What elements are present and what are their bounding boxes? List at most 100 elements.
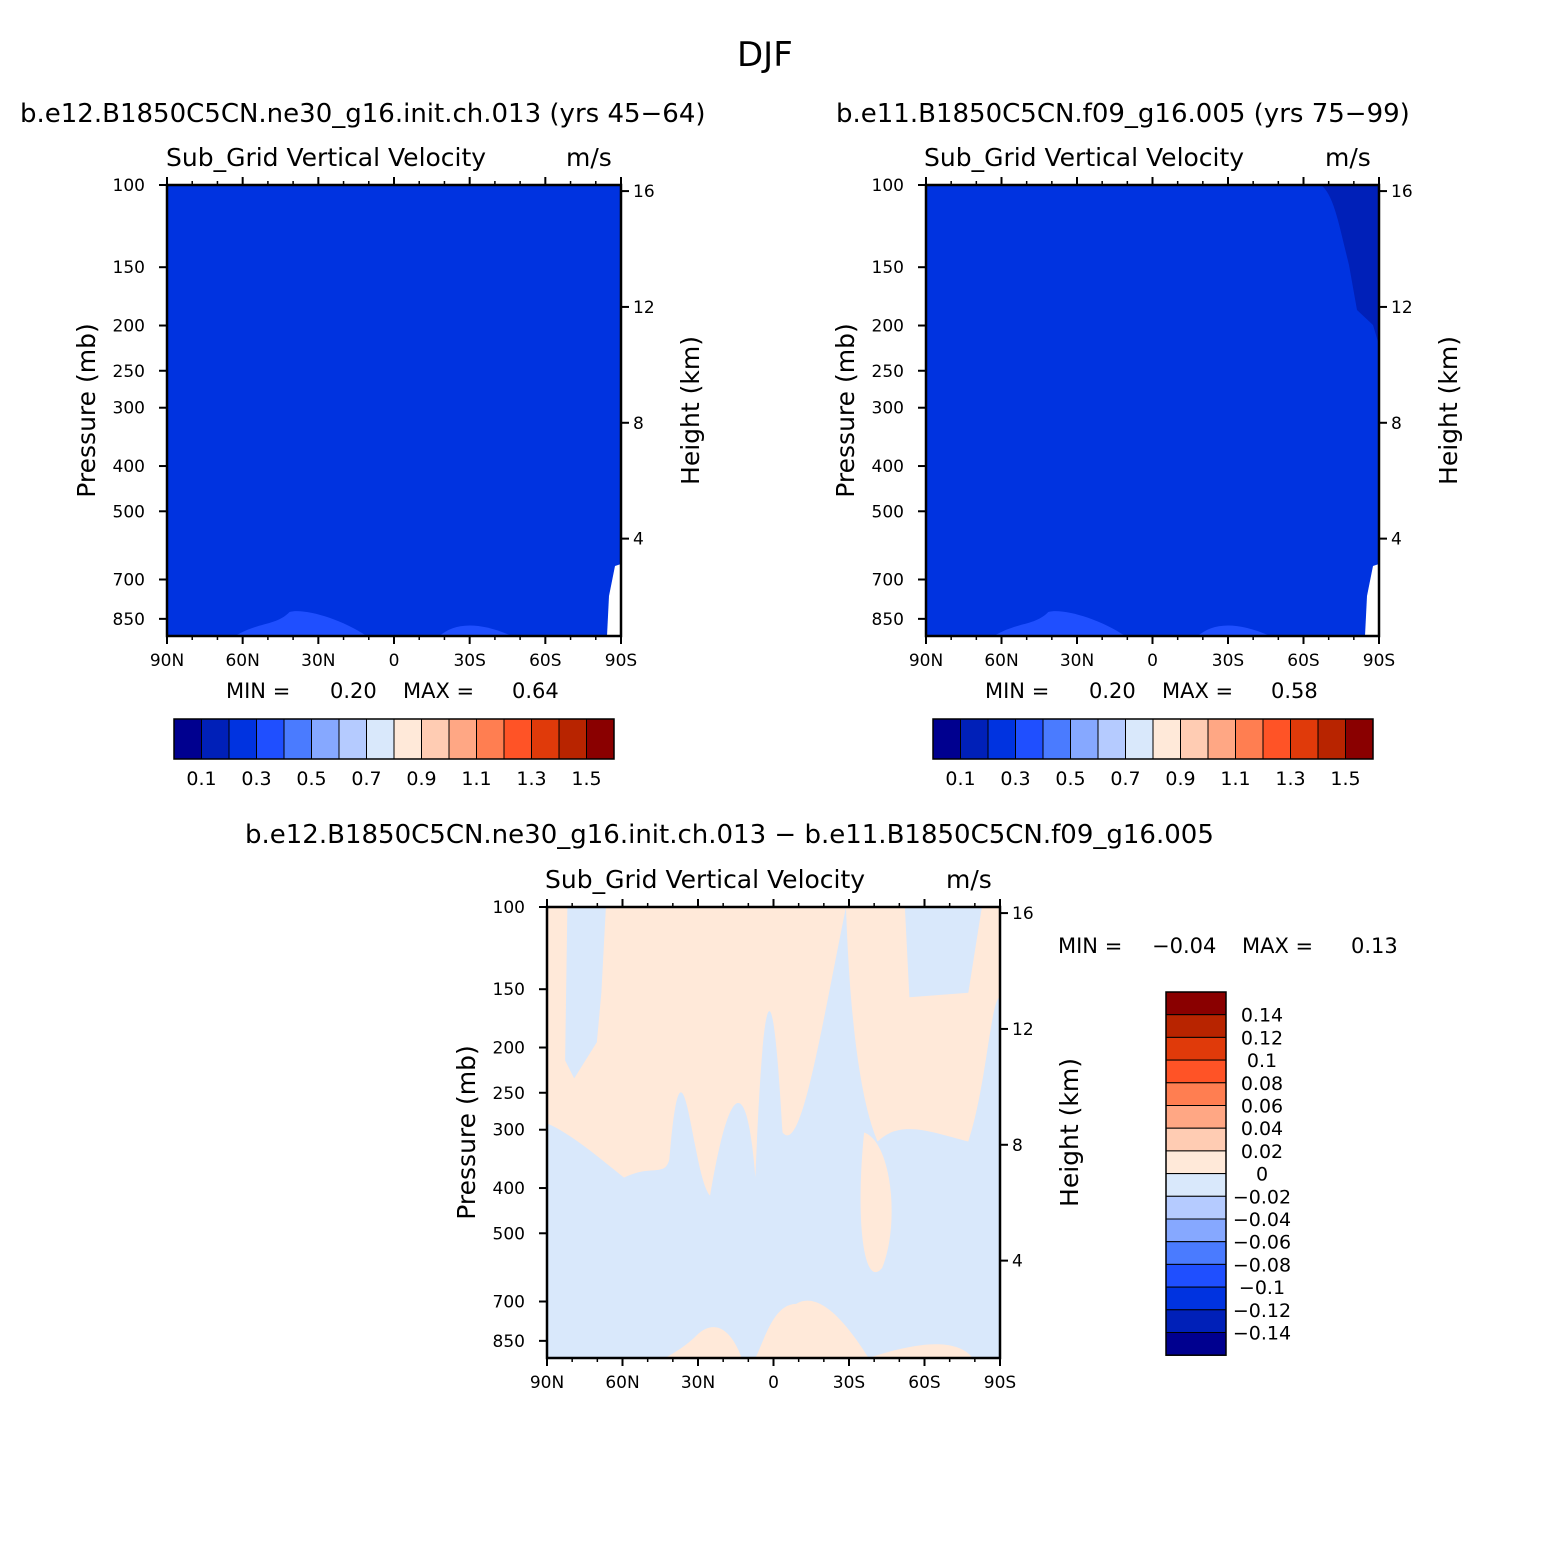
y2-axis-title: Height (km) [1434,336,1463,485]
x-tick-label: 90N [909,651,943,671]
y-tick-label: 250 [113,362,145,382]
y-tick-label: 200 [113,317,145,337]
y2-tick-label: 12 [1391,298,1413,318]
colorbar3-label: 0.04 [1241,1118,1283,1140]
y-tick-label: 200 [493,1039,525,1059]
colorbar3-frame [1165,991,1227,1356]
colorbar3-label: 0 [1256,1164,1268,1186]
colorbar2-swatch [1015,718,1044,760]
colorbar3-swatch [1165,1059,1227,1084]
y-axis-title: Pressure (mb) [831,323,860,497]
contour-fill-0.3-0.4 [1197,625,1271,636]
colorbar3-swatch [1165,1014,1227,1038]
colorbar1-swatch [503,718,532,760]
x-tick-label: 60S [1287,651,1319,671]
x-tick-label: 60N [225,651,259,671]
colorbar2-swatch [1235,718,1264,760]
x-tick-label: 60S [529,651,561,671]
colorbar1-label: 0.7 [351,768,381,790]
panel1-max-label: MAX = [403,679,475,703]
colorbar3-label: 0.02 [1241,1141,1283,1163]
colorbar2-swatch [960,718,989,760]
colorbar1-swatch [283,718,312,760]
colorbar2-swatch [1042,718,1071,760]
colorbar2-swatch [1207,718,1236,760]
x-tick-label: 60N [605,1373,639,1393]
y-tick-label: 850 [872,610,904,630]
y-tick-label: 150 [493,980,525,1000]
y-tick-label: 700 [113,570,145,590]
y-tick-label: 150 [872,258,904,278]
panel2-max-label: MAX = [1162,679,1234,703]
colorbar1-swatch [531,718,560,760]
y2-tick-label: 16 [1391,182,1413,202]
y-tick-label: 500 [872,502,904,522]
y2-tick-label: 4 [633,530,644,550]
x-tick-label: 30S [1212,651,1244,671]
y2-tick-label: 12 [1012,1020,1034,1040]
colorbar1-swatch [256,718,285,760]
colorbar3-swatch [1165,1218,1227,1243]
panel2-min-label: MIN = [985,679,1050,703]
colorbar1-label: 0.9 [406,768,436,790]
panel2-case-title: b.e11.B1850C5CN.f09_g16.005 (yrs 75−99) [836,99,1410,129]
missing-data-region [1365,564,1379,636]
contour-fill-0-0.02 [860,1132,892,1273]
y-tick-label: 700 [872,570,904,590]
x-tick-label: 30S [833,1373,865,1393]
colorbar1-label: 0.1 [186,768,216,790]
y2-tick-label: 8 [1391,414,1402,434]
colorbar1-swatch [421,718,450,760]
colorbar2-swatch [1152,718,1181,760]
colorbar3-label: −0.06 [1233,1232,1291,1254]
colorbar3-swatch [1165,1309,1227,1334]
x-tick-label: 90S [1363,651,1395,671]
colorbar3-label: −0.02 [1233,1186,1291,1208]
colorbar3-swatch [1165,1150,1227,1175]
colorbar2-label: 1.5 [1330,768,1360,790]
x-tick-label: 30S [453,651,485,671]
y-tick-label: 500 [113,502,145,522]
x-tick-label: 0 [389,651,400,671]
colorbar1-label: 1.1 [461,768,491,790]
contour-fill-0.3-0.4 [926,611,1126,636]
missing-data-region [607,564,621,636]
y-tick-label: 400 [872,457,904,477]
y-tick-label: 850 [113,610,145,630]
panel1-min-label: MIN = [226,679,291,703]
y2-tick-label: 8 [1012,1136,1023,1156]
colorbar2-swatch [1097,718,1126,760]
y2-tick-label: 12 [633,298,655,318]
colorbar1-frame [173,718,615,760]
colorbar1-swatch [448,718,477,760]
y-axis-title: Pressure (mb) [72,323,101,497]
colorbar2-swatch [987,718,1016,760]
colorbar2-label: 0.9 [1165,768,1195,790]
y2-tick-label: 16 [1012,904,1034,924]
panel1-plot-area [167,185,621,636]
colorbar3-label: −0.04 [1233,1209,1291,1231]
colorbar2-swatch [1317,718,1346,760]
colorbar3-label: 0.1 [1247,1050,1277,1072]
x-tick-label: 0 [768,1373,779,1393]
colorbar1-swatch [558,718,587,760]
x-tick-label: 90S [605,651,637,671]
colorbar2-label: 0.7 [1110,768,1140,790]
y-tick-label: 250 [872,362,904,382]
contour-fill-0.2-0.3 [167,185,621,636]
colorbar1-label: 1.3 [516,768,546,790]
y-tick-label: 400 [493,1179,525,1199]
colorbar2-swatch [932,718,961,760]
colorbar2-label: 1.1 [1220,768,1250,790]
colorbar1-label: 0.5 [296,768,326,790]
colorbar2-label: 1.3 [1275,768,1305,790]
colorbar1-label: 1.5 [571,768,601,790]
colorbar2-frame [932,718,1374,760]
contour-fill-0.2-0.3 [926,185,1379,636]
panel2-units: m/s [1325,143,1371,172]
y-tick-label: 250 [493,1084,525,1104]
x-tick-label: 0 [1147,651,1158,671]
figure-title: DJF [737,35,793,75]
panel3-min-label: MIN = [1058,934,1123,958]
